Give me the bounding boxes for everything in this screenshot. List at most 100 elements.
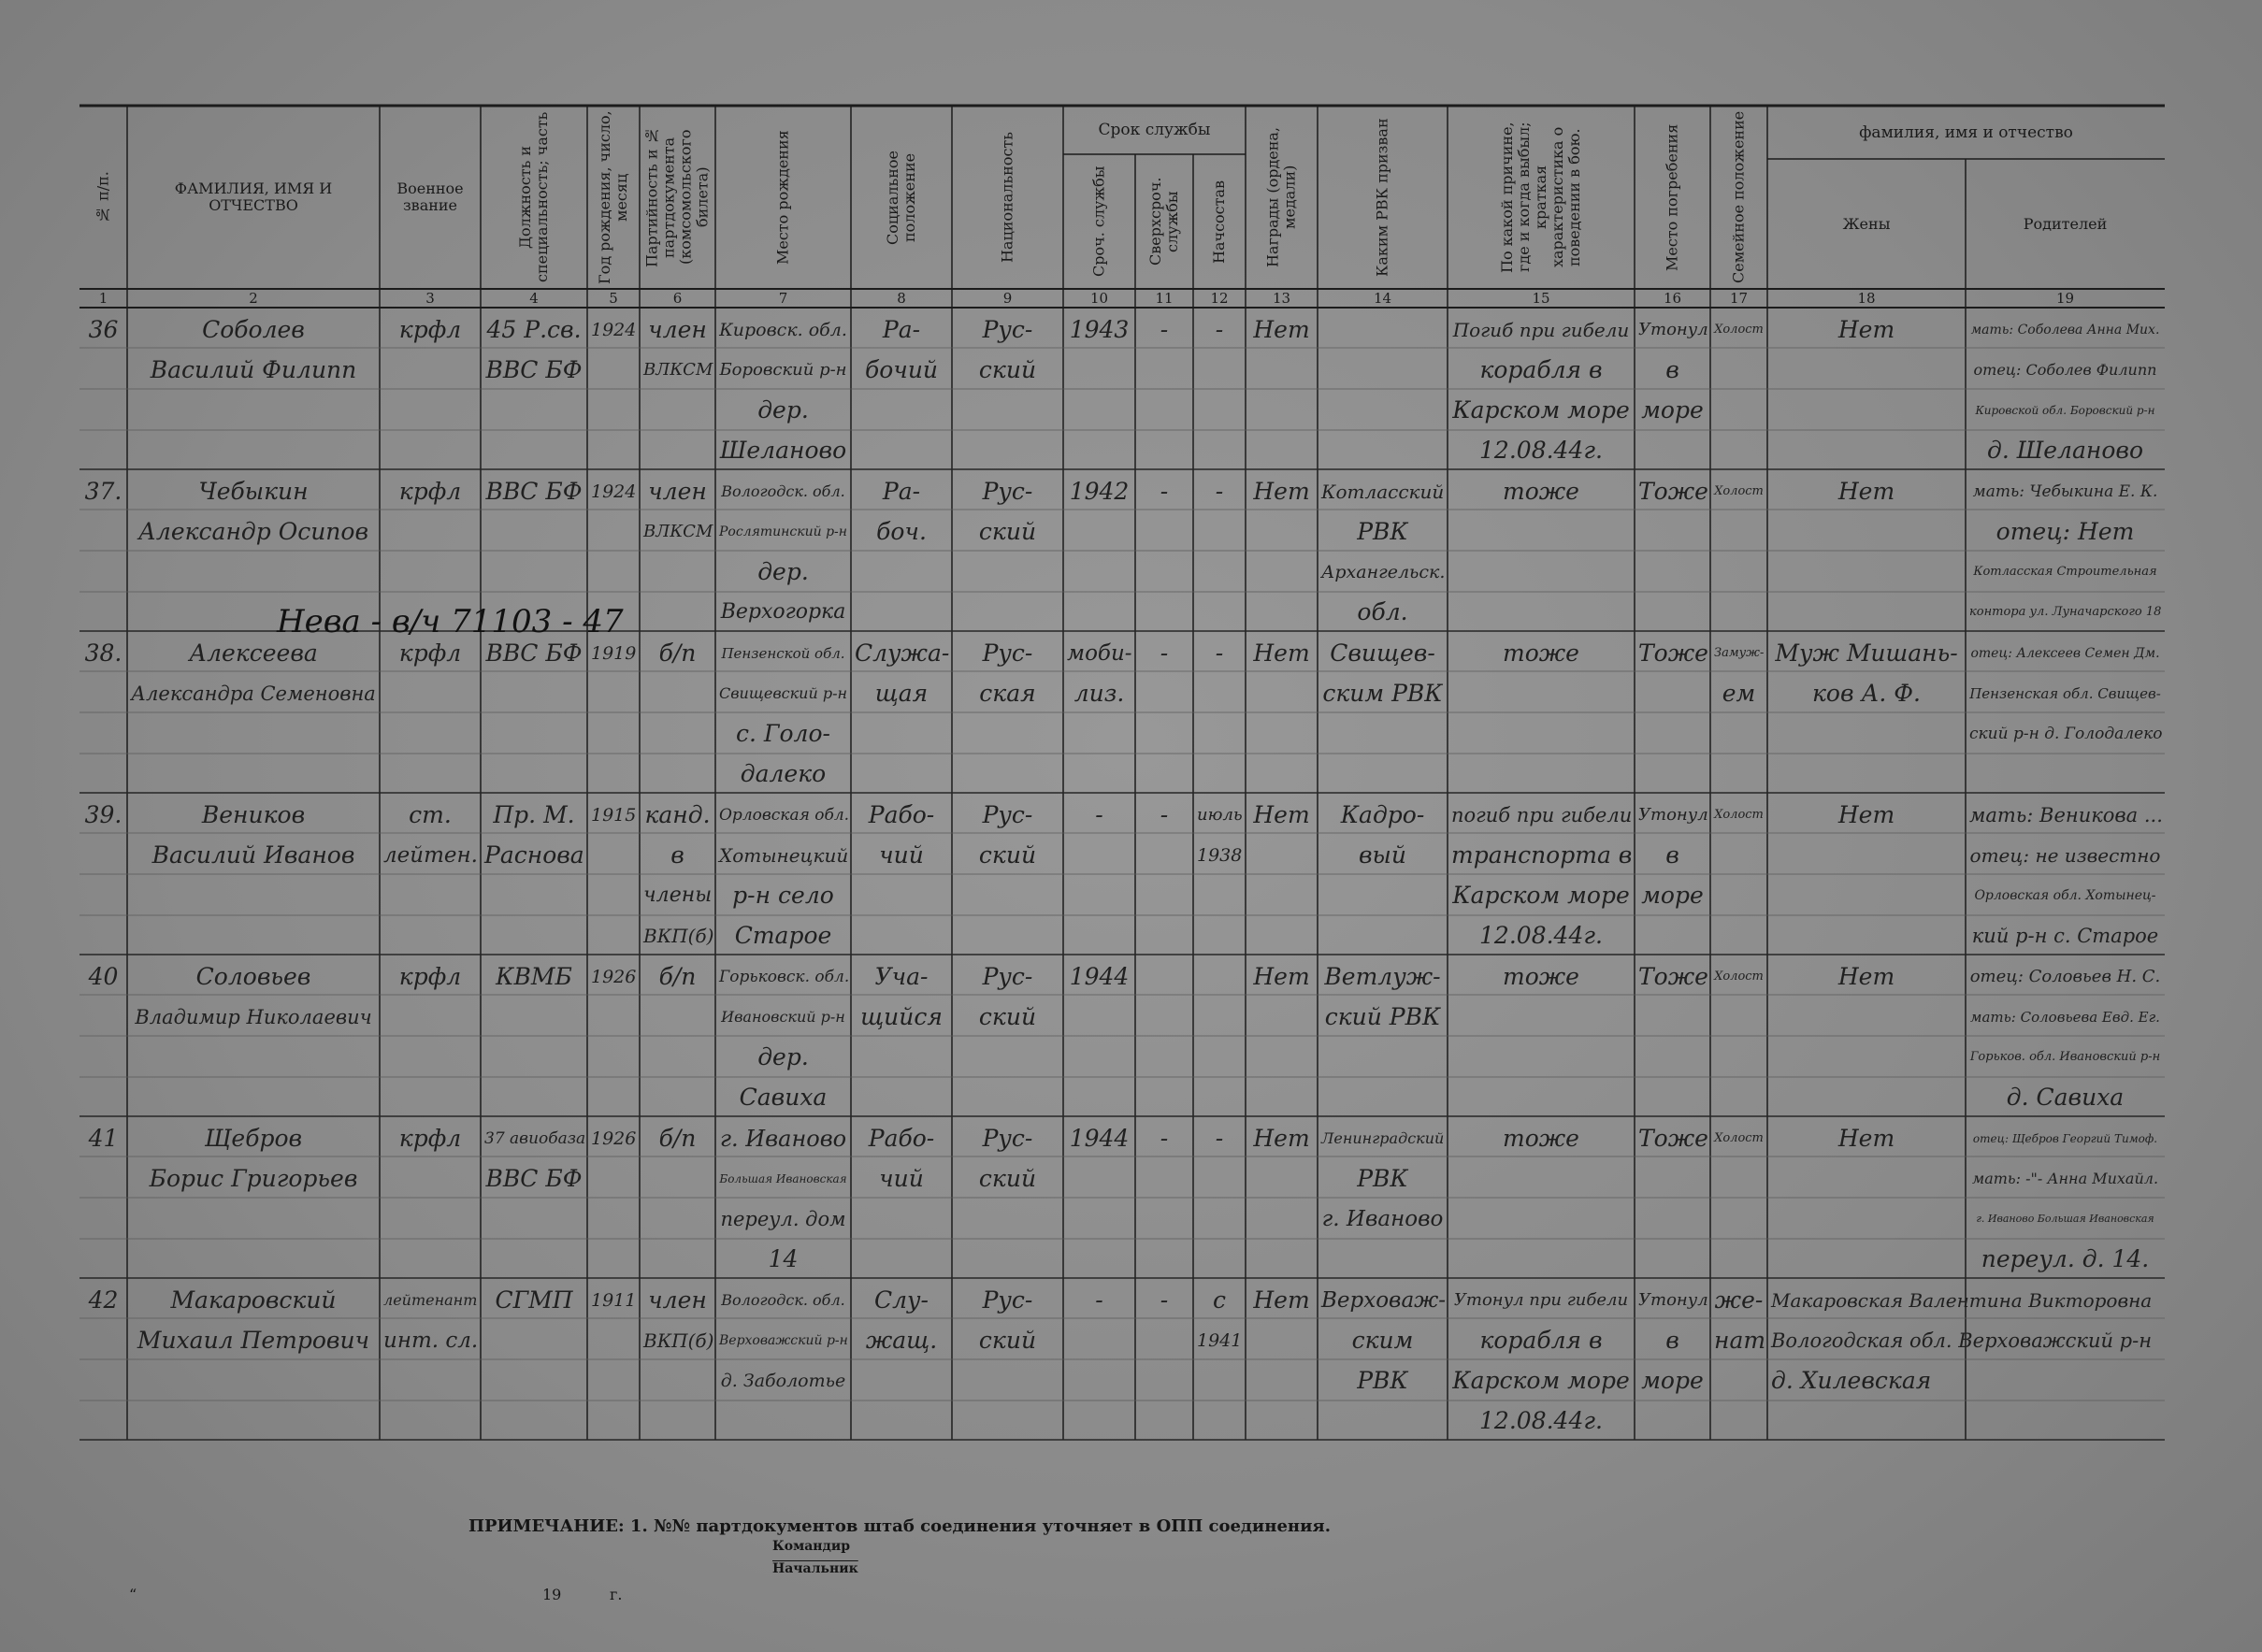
handwritten-text: Тоже [1638, 478, 1708, 505]
handwritten-text: Утонул при гибели [1453, 1290, 1629, 1310]
handwritten-text: Владимир Николаевич [135, 1006, 372, 1028]
handwritten-text: тоже [1503, 1125, 1579, 1152]
handwritten-text: Замуж- [1714, 646, 1765, 660]
handwritten-text: - [1160, 801, 1169, 828]
handwritten-text: ВКП(б) [643, 1329, 714, 1352]
handwritten-text: - [1160, 639, 1169, 667]
column-header: ФАМИЛИЯ, ИМЯ И ОТЧЕСТВО [174, 180, 333, 214]
handwritten-text: р-н село [732, 882, 834, 909]
handwritten-text: мать: Чебыкина Е. К. [1972, 482, 2158, 501]
handwritten-text: Утонул [1638, 805, 1708, 825]
column-header: Партийность и № партдокумента (комсомоль… [642, 126, 712, 268]
handwritten-text: Верхогорка [720, 600, 846, 624]
handwritten-text: б/п [658, 963, 697, 990]
handwritten-text: ский [978, 356, 1037, 383]
column-header: Национальность [998, 132, 1016, 263]
handwritten-text: Утонул [1638, 320, 1708, 339]
handwritten-text: - [1160, 478, 1169, 505]
handwritten-text: Вологодск. обл. [721, 1291, 845, 1309]
handwritten-text: Василий Иванов [151, 841, 355, 869]
handwritten-text: Горьков. обл. Ивановский р-н [1969, 1050, 2161, 1064]
handwritten-text: чий [879, 1165, 924, 1192]
handwritten-text: ВВС БФ [485, 356, 583, 383]
handwritten-text: Нет [1837, 478, 1895, 505]
handwritten-text: Кировск. обл. [719, 320, 847, 340]
column-header: Место погребения [1663, 123, 1681, 271]
handwritten-text: КВМБ [496, 963, 572, 990]
handwritten-text: Соловьев [195, 963, 311, 990]
column-header: Год рождения, число, месяц [596, 110, 630, 284]
handwritten-text: Соболев [202, 316, 305, 343]
handwritten-text: - [1095, 1286, 1103, 1314]
column-header: Награды (ордена, медали) [1263, 126, 1299, 268]
handwritten-text: Щебров [204, 1125, 303, 1152]
handwritten-text: Александра Семеновна [131, 682, 376, 705]
handwritten-text: Рус- [982, 478, 1033, 505]
handwritten-text: ский [978, 518, 1037, 545]
handwritten-text: - [1095, 801, 1103, 828]
handwritten-text: Котласский [1321, 481, 1445, 503]
handwritten-text: 1926 [591, 1128, 637, 1149]
handwritten-text: д. Савиха [2006, 1084, 2125, 1111]
handwritten-text: 37. [84, 478, 122, 505]
handwritten-text: крфл [398, 478, 462, 505]
handwritten-text: море [1641, 396, 1704, 424]
handwritten-text: щая [874, 680, 929, 707]
column-header: Должность и специальность; часть [516, 111, 551, 283]
handwritten-text: Ленинградский [1321, 1129, 1445, 1147]
handwritten-text: - [1215, 1125, 1224, 1152]
column-number: 11 [1155, 290, 1174, 307]
handwritten-text: Шеланово [719, 437, 847, 464]
handwritten-text: б/п [658, 639, 697, 667]
handwritten-text: 14 [768, 1245, 799, 1272]
handwritten-text: ВЛКСМ [643, 360, 713, 380]
handwritten-text: мать: Соболева Анна Мих. [1970, 323, 2160, 338]
handwritten-text: дер. [757, 1043, 809, 1070]
handwritten-text: ВВС БФ [485, 1165, 583, 1192]
handwritten-text: тоже [1503, 963, 1579, 990]
handwritten-text: 40 [88, 963, 119, 990]
handwritten-text: ский [978, 1165, 1037, 1192]
date-year: 19 [542, 1586, 562, 1603]
handwritten-text: чий [879, 841, 924, 869]
handwritten-text: Свищев- [1330, 639, 1435, 667]
handwritten-text: крфл [398, 639, 462, 667]
column-header: Семейное положение [1729, 110, 1748, 284]
handwritten-text: Холост [1714, 970, 1764, 984]
handwritten-text: переул. дом [720, 1208, 846, 1230]
group-header: Срок службы [1098, 121, 1211, 139]
handwritten-text: ВВС БФ [485, 478, 583, 505]
handwritten-text: лейтенант [383, 1291, 478, 1309]
handwritten-text: д. Шеланово [1986, 437, 2143, 464]
handwritten-text: Нет [1253, 478, 1310, 505]
column-header: По какой причине, где и когда выбыл; кра… [1498, 122, 1583, 273]
handwritten-text: ский [978, 1327, 1037, 1354]
column-header: Место рождения [773, 130, 792, 265]
handwritten-text: Рус- [982, 1125, 1033, 1152]
handwritten-text: - [1215, 639, 1224, 667]
column-number: 10 [1089, 290, 1109, 307]
handwritten-text: ский р-н д. Голодалеко [1969, 725, 2163, 743]
column-header: Социальное положение [884, 150, 918, 245]
handwritten-text: корабля в [1479, 1327, 1603, 1354]
handwritten-text: Савиха [739, 1084, 828, 1111]
handwritten-text: член [648, 316, 707, 343]
handwritten-text: погиб при гибели [1451, 804, 1633, 826]
column-header: № п/п. [94, 171, 112, 223]
column-header: Каким РВК призван [1373, 118, 1391, 277]
handwritten-text: Боровский р-н [719, 360, 847, 380]
handwritten-text: дер. [757, 558, 809, 585]
handwritten-text: отец: Щебров Георгий Тимоф. [1972, 1132, 2158, 1145]
handwritten-text: с [1212, 1286, 1226, 1314]
handwritten-text: д. Заболотье [720, 1371, 846, 1391]
handwritten-text: Старое [734, 922, 832, 949]
column-number: 5 [609, 290, 618, 307]
handwritten-text: моби- [1067, 641, 1132, 666]
column-header: Сроч. службы [1089, 165, 1108, 278]
handwritten-text: 42 [88, 1286, 119, 1314]
handwritten-text: Котласская Строительная [1973, 565, 2157, 579]
handwritten-text: 41 [88, 1125, 119, 1152]
handwritten-text: Кадро- [1340, 801, 1425, 828]
handwritten-text: ская [979, 680, 1036, 707]
handwritten-text: Ивановский р-н [721, 1008, 845, 1026]
